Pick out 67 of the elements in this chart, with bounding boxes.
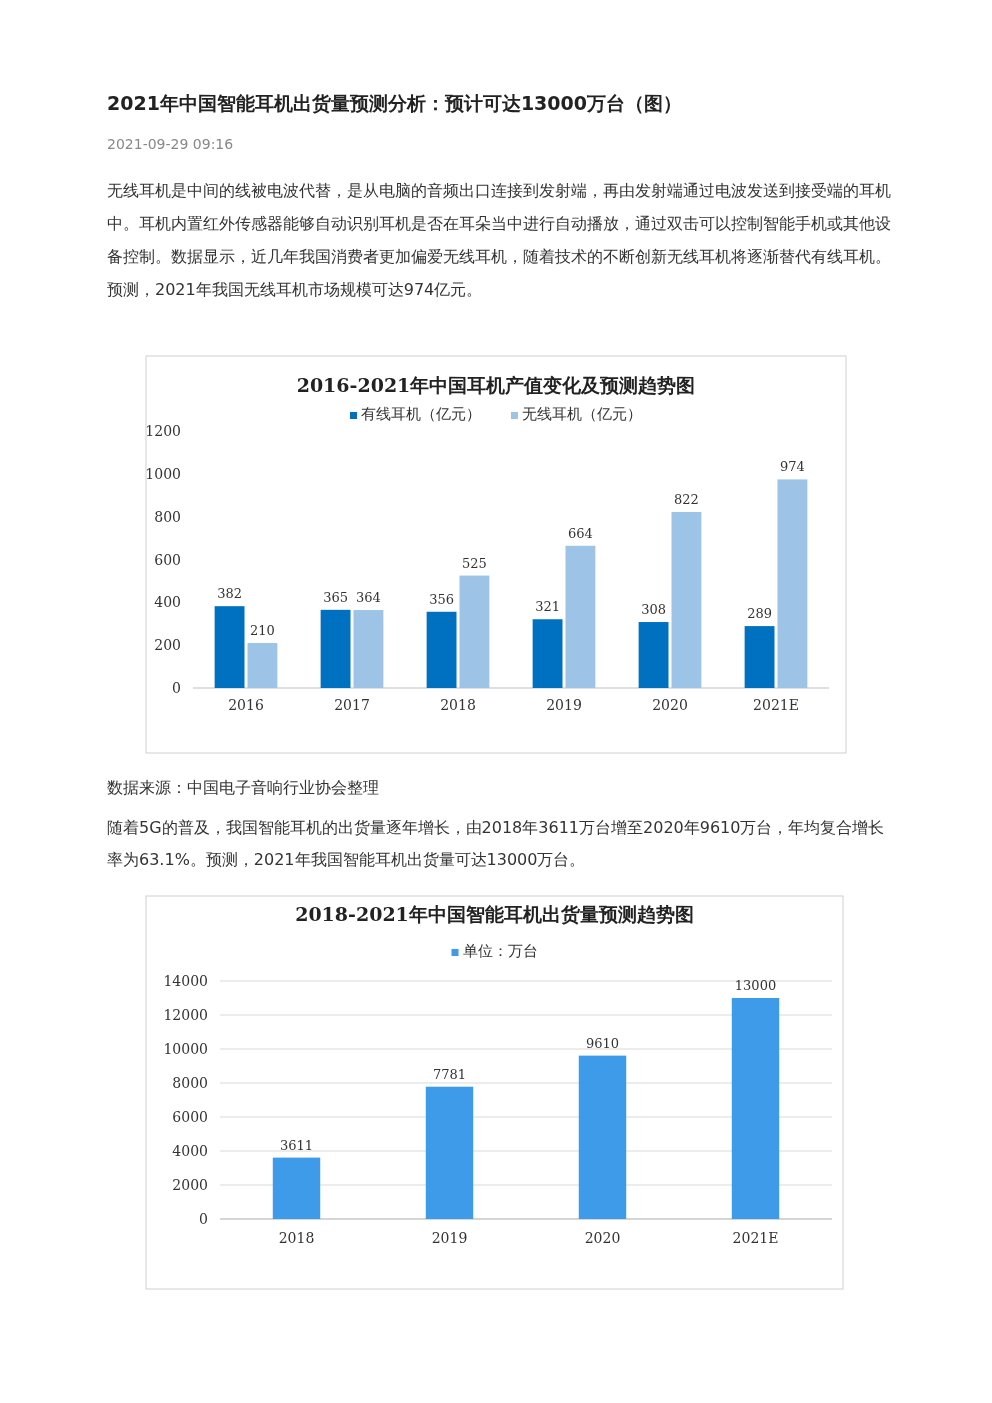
y-tick-label: 1200	[145, 423, 181, 439]
data-label: 9610	[585, 1035, 620, 1051]
chart-title: 2016-2021年中国耳机产值变化及预测趋势图	[296, 374, 696, 396]
bar	[272, 1157, 321, 1219]
data-label: 822	[674, 491, 699, 507]
legend-label: 有线耳机（亿元）	[361, 405, 481, 423]
y-tick-label: 1000	[145, 465, 181, 482]
x-tick-label: 2020	[652, 697, 688, 713]
data-label: 210	[250, 623, 275, 639]
legend-label: 单位：万台	[462, 942, 538, 960]
x-tick-label: 2020	[584, 1230, 621, 1246]
bar	[425, 1086, 474, 1219]
bar	[638, 622, 669, 688]
source-note: 数据来源：中国电子音响行业协会整理	[107, 777, 379, 799]
bar	[426, 611, 457, 688]
bar	[247, 643, 278, 688]
text: 2021年中国智能耳机出货量预测分析：预计可达13000万台（图）	[107, 91, 683, 116]
text: 无线耳机是中间的线被电波代替，是从电脑的音频出口连接到发射端，再由发射端通过电波发送到接受端的耳机中。耳机内置红外传感器能够自动识别耳机是否在耳朵当中进行自动播放，通过双击可以控制智能手机或其他设备控制。数据显示，近几年我国消费者更加偏爱无线耳机，随着技术的不断创新无线耳机将逐渐替代有线耳机。预测，2021年我国无线耳机市场规模可达974亿元。	[107, 180, 892, 301]
data-label: 3611	[279, 1137, 314, 1153]
data-label: 525	[462, 555, 487, 571]
y-tick-label: 8000	[172, 1075, 208, 1091]
x-tick-label: 2021E	[753, 697, 799, 713]
bar	[459, 575, 490, 688]
data-label: 321	[535, 599, 560, 615]
y-tick-label: 0	[172, 680, 181, 696]
legend-label: 无线耳机（亿元）	[522, 405, 642, 423]
x-tick-label: 2019	[431, 1230, 468, 1246]
data-label: 382	[217, 586, 242, 602]
x-tick-label: 2017	[334, 697, 370, 713]
y-tick-label: 0	[199, 1211, 208, 1227]
bar	[578, 1055, 627, 1219]
text: 2021-09-29 09:16	[107, 135, 234, 154]
data-label: 664	[568, 525, 593, 541]
x-tick-label: 2018	[440, 697, 476, 713]
bar	[532, 619, 563, 688]
y-tick-label: 400	[154, 594, 181, 611]
bar	[320, 609, 351, 688]
y-tick-label: 2000	[172, 1177, 208, 1193]
x-tick-label: 2018	[278, 1230, 315, 1246]
x-tick-label: 2019	[546, 697, 582, 713]
data-label: 365	[323, 589, 348, 605]
bar	[671, 511, 702, 688]
data-label: 289	[747, 606, 772, 622]
data-label: 7781	[432, 1066, 467, 1082]
x-tick-label: 2021E	[732, 1230, 779, 1246]
bar	[731, 998, 780, 1219]
y-tick-label: 200	[154, 637, 181, 654]
bar	[565, 545, 596, 688]
y-tick-label: 12000	[163, 1007, 208, 1023]
bar	[353, 610, 384, 688]
y-tick-label: 6000	[172, 1109, 208, 1125]
data-label: 308	[641, 602, 666, 618]
y-tick-label: 14000	[163, 973, 208, 989]
y-tick-label: 600	[154, 551, 181, 568]
y-tick-label: 4000	[172, 1143, 208, 1159]
bar	[744, 626, 775, 688]
y-tick-label: 10000	[163, 1041, 208, 1057]
data-label: 13000	[734, 978, 777, 993]
x-tick-label: 2016	[228, 697, 264, 713]
chart-title: 2018-2021年中国智能耳机出货量预测趋势图	[295, 903, 694, 925]
text: 随着5G的普及，我国智能耳机的出货量逐年增长，由2018年3611万台增至2020年9610万台，年均复合增长率为63.1%。预测，2021年我国智能耳机出货量可达13000万台。	[107, 817, 886, 871]
bar	[214, 606, 245, 688]
data-label: 364	[356, 590, 381, 606]
data-label: 356	[429, 591, 454, 607]
y-tick-label: 800	[154, 508, 181, 525]
data-label: 974	[780, 459, 805, 475]
bar	[777, 479, 808, 688]
